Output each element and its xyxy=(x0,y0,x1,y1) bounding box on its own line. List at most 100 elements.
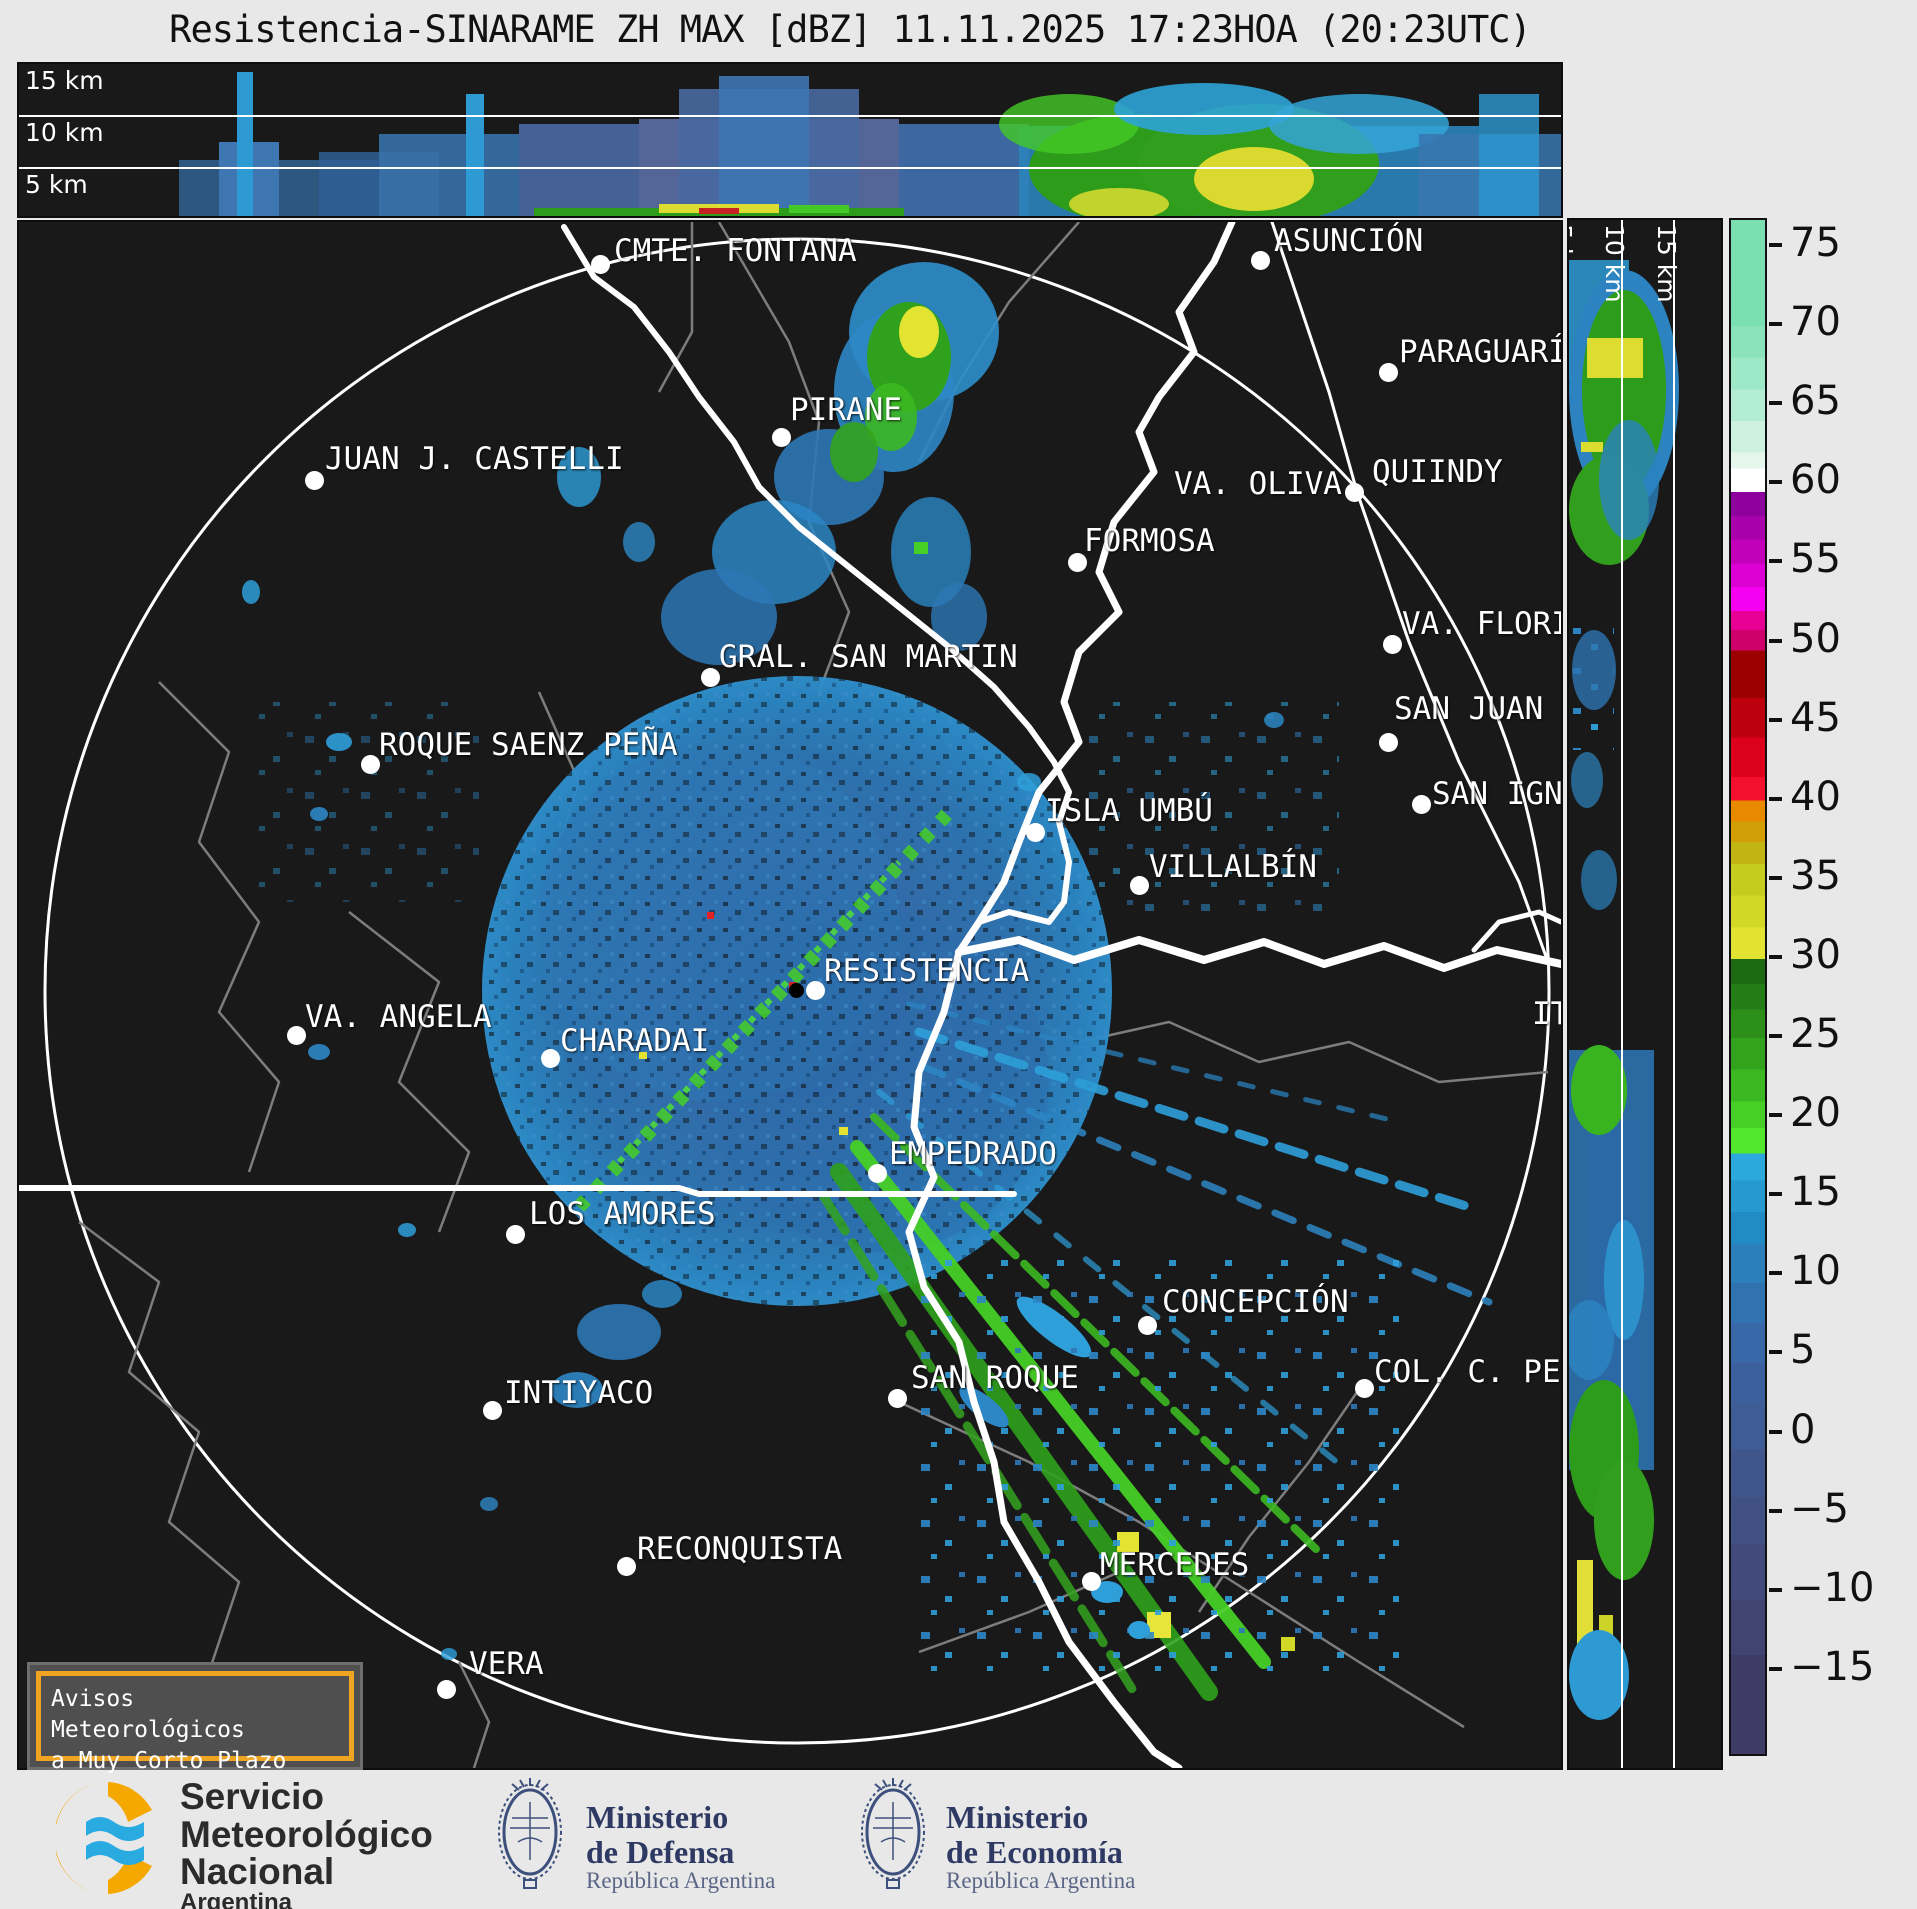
colorbar-tick-label: −10 xyxy=(1790,1564,1875,1611)
city-dot xyxy=(361,755,380,774)
colorbar-tick-label: 0 xyxy=(1790,1406,1816,1453)
height-line-5km xyxy=(19,167,1561,169)
colorbar-tick-label: −15 xyxy=(1790,1643,1875,1690)
colorbar-tick-label: −5 xyxy=(1790,1485,1849,1532)
city-label: CHARADAI xyxy=(560,1023,710,1059)
city-dot xyxy=(541,1049,560,1068)
colorbar-tick xyxy=(1769,1587,1782,1592)
colorbar-tick xyxy=(1769,717,1782,722)
height-label-5km-v: 5 km xyxy=(1567,224,1577,287)
warning-box-inner: Avisos Meteorológicos a Muy Corto Plazo xyxy=(36,1671,354,1774)
defensa-line3: República Argentina xyxy=(586,1868,776,1894)
city-label: ASUNCIÓN xyxy=(1274,223,1424,259)
economia-line3: República Argentina xyxy=(946,1868,1136,1894)
city-label: SAN JUAN B xyxy=(1394,691,1563,727)
colorbar-tick xyxy=(1769,638,1782,643)
colorbar-tick xyxy=(1769,1034,1782,1038)
colorbar-tick xyxy=(1769,1192,1782,1197)
city-dot xyxy=(868,1164,887,1183)
city-label: EMPEDRADO xyxy=(889,1136,1057,1172)
smn-line2: Meteorológico xyxy=(180,1813,433,1855)
city-label: QUIINDY xyxy=(1372,454,1503,490)
colorbar-tick xyxy=(1769,1666,1782,1671)
footer: Servicio Meteorológico Nacional Argentin… xyxy=(0,1772,1917,1909)
city-dot xyxy=(1251,251,1270,270)
colorbar-tick xyxy=(1769,1508,1782,1513)
economia-text: Ministerio de Economía República Argenti… xyxy=(946,1800,1135,1894)
city-label: CONCEPCIÓN xyxy=(1162,1284,1349,1320)
height-label-15km: 15 km xyxy=(25,66,104,95)
warning-box[interactable]: Avisos Meteorológicos a Muy Corto Plazo xyxy=(27,1662,363,1774)
city-label: SAN IGNA xyxy=(1432,776,1563,812)
cross-section-top-echoes xyxy=(179,72,1561,216)
colorbar-tick-label: 35 xyxy=(1790,852,1841,899)
city-dot xyxy=(1355,1379,1374,1398)
city-label: FORMOSA xyxy=(1084,523,1215,559)
city-label: MERCEDES xyxy=(1100,1547,1250,1583)
colorbar-tick xyxy=(1769,1350,1782,1355)
smn-logo-icon xyxy=(56,1782,152,1894)
city-dot xyxy=(287,1026,306,1045)
city-dot xyxy=(506,1225,525,1244)
city-dot xyxy=(1345,483,1364,502)
city-dot xyxy=(1412,795,1431,814)
city-dot xyxy=(888,1389,907,1408)
colorbar-tick xyxy=(1769,1429,1782,1434)
city-dot xyxy=(1138,1316,1157,1335)
colorbar-tick-label: 10 xyxy=(1790,1248,1841,1295)
smn-logo-text: Servicio Meteorológico Nacional Argentin… xyxy=(180,1778,433,1909)
height-line-10km-v xyxy=(1673,220,1675,1768)
height-line-5km-v xyxy=(1621,220,1623,1768)
city-label: INTIYACO xyxy=(504,1375,654,1411)
city-label: LOS AMORES xyxy=(529,1196,716,1232)
smn-line1: Servicio xyxy=(180,1776,324,1817)
economia-line2: de Economía xyxy=(946,1833,1123,1870)
city-dot xyxy=(1379,733,1398,752)
city-label: SAN ROQUE xyxy=(911,1360,1079,1396)
city-dot xyxy=(772,428,791,447)
range-ring xyxy=(43,237,1551,1745)
city-label: VA. OLIVA xyxy=(1174,466,1342,502)
defensa-coat-of-arms xyxy=(498,1778,562,1889)
city-dot xyxy=(1383,635,1402,654)
city-dot xyxy=(1379,363,1398,382)
defensa-text: Ministerio de Defensa República Argentin… xyxy=(586,1800,775,1894)
city-label: VA. ANGELA xyxy=(305,999,492,1035)
colorbar-tick-label: 5 xyxy=(1790,1327,1816,1374)
smn-line4: Argentina xyxy=(180,1889,293,1909)
economia-coat-of-arms xyxy=(861,1778,925,1889)
dbz-colorbar xyxy=(1729,218,1767,1756)
colorbar-tick-label: 55 xyxy=(1790,536,1841,583)
colorbar-tick-label: 70 xyxy=(1790,299,1841,346)
colorbar-tick xyxy=(1769,1113,1782,1118)
cross-section-top-panel: 15 km 10 km 5 km xyxy=(17,62,1563,218)
height-label-10km: 10 km xyxy=(25,118,104,147)
city-dot xyxy=(1068,553,1087,572)
colorbar-tick xyxy=(1769,559,1782,564)
colorbar-tick-label: 20 xyxy=(1790,1090,1841,1137)
city-label: RECONQUISTA xyxy=(637,1531,843,1567)
colorbar-tick xyxy=(1769,796,1782,801)
colorbar-tick-label: 65 xyxy=(1790,378,1841,425)
colorbar-tick-label: 25 xyxy=(1790,1011,1841,1057)
city-label: ITA xyxy=(1532,996,1561,1032)
city-dot xyxy=(437,1680,456,1699)
city-label: PARAGUARÍ xyxy=(1399,334,1563,370)
city-label: ISLA UMBÚ xyxy=(1045,793,1213,829)
city-dot xyxy=(806,981,825,1000)
colorbar-tick xyxy=(1769,401,1782,406)
colorbar-tick xyxy=(1769,875,1782,880)
defensa-line2: de Defensa xyxy=(586,1833,735,1870)
colorbar-tick xyxy=(1769,1271,1782,1276)
city-dot xyxy=(305,471,324,490)
colorbar-tick xyxy=(1769,480,1782,485)
city-label: JUAN J. CASTELLI xyxy=(325,441,624,477)
height-label-10km-v: 10 km xyxy=(1600,224,1629,303)
height-label-15km-v: 15 km xyxy=(1652,224,1681,303)
city-dot xyxy=(701,668,720,687)
radar-map-panel[interactable]: CMTE. FONTANA ASUNCIÓN PIRANE PARAGUARÍ JUAN… xyxy=(17,220,1563,1770)
city-dot xyxy=(591,255,610,274)
colorbar-tick-label: 40 xyxy=(1790,773,1841,820)
city-dot xyxy=(483,1401,502,1420)
cross-section-right-panel: 5 km 10 km 15 km xyxy=(1567,218,1723,1770)
